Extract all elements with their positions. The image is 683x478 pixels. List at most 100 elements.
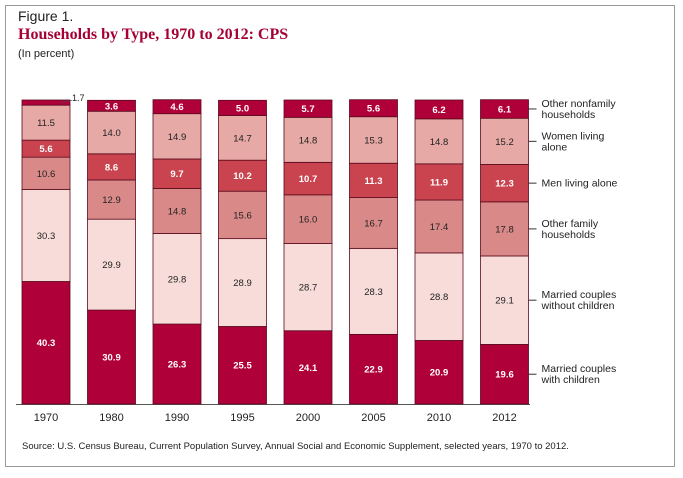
bar-segment — [283, 161, 333, 196]
bar-segment — [349, 162, 398, 198]
data-label: 16.7 — [364, 218, 383, 229]
data-label: 15.6 — [233, 210, 252, 221]
x-tick-label: 1980 — [99, 412, 123, 424]
bar-segment — [414, 199, 464, 254]
data-label: 26.3 — [168, 360, 187, 371]
bar-segment — [152, 99, 202, 115]
figure-label: Figure 1. — [18, 8, 74, 24]
data-label: 14.0 — [102, 128, 121, 139]
data-label: 16.0 — [299, 215, 318, 226]
bar-segment — [218, 159, 267, 192]
bar-segment — [21, 188, 71, 282]
data-label: 28.9 — [233, 278, 252, 289]
data-label: 22.9 — [364, 365, 383, 376]
legend-entry: Other family households — [542, 218, 599, 241]
data-label-leader — [59, 100, 73, 103]
bar-segment — [21, 281, 71, 405]
data-label: 15.3 — [364, 135, 383, 146]
bar-segment — [87, 110, 136, 155]
bar-segment — [349, 333, 398, 405]
bar-segment — [152, 158, 202, 189]
x-tick-label: 2000 — [296, 412, 320, 424]
data-label: 15.2 — [495, 137, 514, 148]
data-label: 11.3 — [365, 176, 383, 187]
chart-subtitle: (In percent) — [18, 48, 75, 60]
data-label: 14.8 — [430, 137, 449, 148]
data-label: 3.6 — [105, 101, 118, 112]
chart-title: Households by Type, 1970 to 2012: CPS — [18, 26, 289, 43]
legend-entry: Women living alone — [542, 130, 605, 153]
bar-segment — [218, 115, 267, 161]
data-label: 30.3 — [37, 231, 56, 242]
data-label: 5.7 — [301, 104, 314, 115]
legend-entry: Men living alone — [542, 178, 618, 190]
data-label: 20.9 — [430, 368, 449, 379]
bar-segment — [283, 243, 333, 332]
bar-segment — [152, 113, 202, 160]
legend-entry: Married couples without children — [541, 289, 617, 312]
data-label: 29.9 — [102, 260, 121, 271]
data-label: 17.8 — [495, 224, 514, 235]
data-label: 10.7 — [299, 174, 318, 185]
data-label: 11.9 — [430, 177, 448, 188]
bar-segment — [87, 179, 136, 220]
data-label: 6.1 — [498, 104, 512, 115]
bar-segment — [349, 197, 398, 249]
bar-segment — [283, 99, 333, 118]
bar-segment — [218, 238, 267, 327]
data-label: 24.1 — [299, 363, 318, 374]
data-label: 10.6 — [37, 169, 56, 180]
x-tick-label: 2012 — [492, 412, 516, 424]
bar-segment — [87, 218, 136, 311]
bar-segment — [349, 99, 398, 118]
data-label: 12.9 — [102, 195, 121, 206]
data-label: 28.8 — [430, 292, 449, 303]
data-label: 19.6 — [495, 370, 514, 381]
data-label: 28.3 — [364, 287, 383, 298]
bar-segment — [414, 163, 464, 201]
bar-segment — [21, 99, 71, 106]
bar-segment — [414, 118, 464, 165]
x-tick-label: 1995 — [230, 412, 254, 424]
data-label: 4.6 — [170, 102, 183, 113]
data-label: 10.2 — [233, 171, 252, 182]
data-label: 14.9 — [168, 132, 187, 143]
data-label: 30.9 — [102, 353, 121, 364]
data-label: 17.4 — [430, 222, 449, 233]
bar-segment — [152, 323, 202, 405]
data-label: 5.6 — [367, 104, 380, 115]
data-label: 28.7 — [299, 283, 318, 294]
data-label: 11.5 — [37, 118, 55, 129]
x-tick-label: 2005 — [361, 412, 385, 424]
data-label: 9.7 — [170, 169, 183, 180]
x-tick-label: 1990 — [165, 412, 189, 424]
bar-segment — [349, 247, 398, 335]
data-label: 1.7 — [72, 93, 85, 103]
bar-segment — [283, 116, 333, 163]
data-label: 14.7 — [233, 133, 252, 144]
source-note: Source: U.S. Census Bureau, Current Popu… — [22, 441, 569, 452]
data-label: 5.0 — [236, 103, 249, 114]
data-label: 5.6 — [39, 144, 52, 155]
data-label: 29.1 — [495, 296, 514, 307]
bar-segment — [283, 330, 333, 405]
data-label: 6.2 — [432, 105, 445, 116]
bar-segment — [349, 116, 398, 164]
data-label: 14.8 — [168, 206, 187, 217]
legend-entry: Other nonfamily households — [542, 98, 617, 121]
data-label: 29.8 — [168, 274, 187, 285]
bar-segment — [414, 99, 464, 120]
bar-segment — [152, 233, 202, 325]
bar-segment — [414, 252, 464, 341]
x-tick-label: 2010 — [427, 412, 451, 424]
data-label: 40.3 — [37, 338, 56, 349]
data-label: 12.3 — [495, 179, 514, 190]
bar-segment — [87, 309, 136, 405]
data-label: 14.8 — [299, 135, 318, 146]
bar-segment — [283, 194, 333, 244]
data-label: 8.6 — [105, 162, 118, 173]
legend-entry: Married couples with children — [541, 363, 617, 386]
bar-segment — [218, 99, 267, 116]
bar-segment — [87, 99, 136, 112]
